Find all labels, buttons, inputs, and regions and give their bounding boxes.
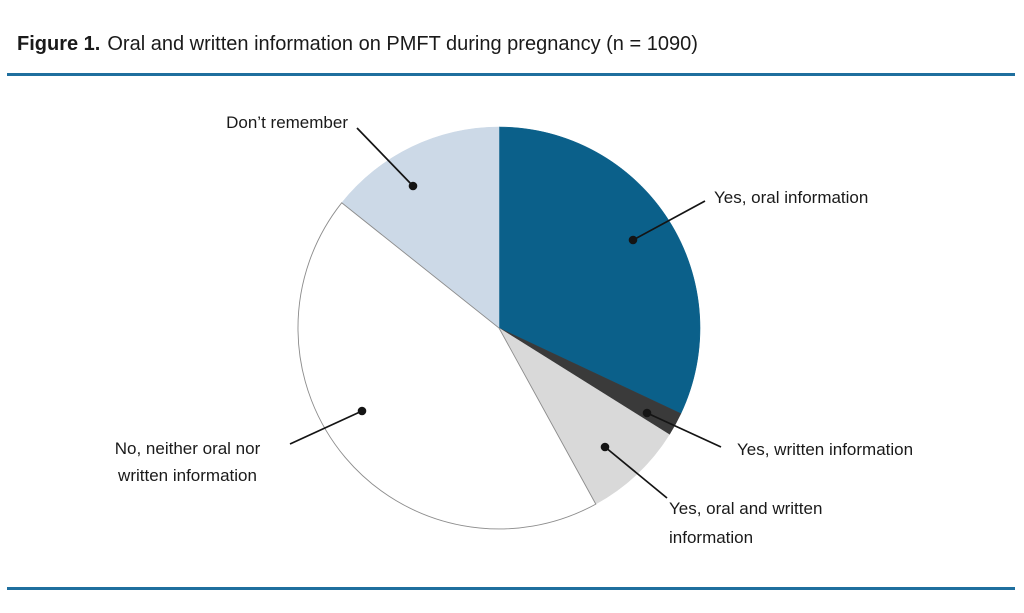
figure-number-label: Figure 1. bbox=[17, 33, 101, 55]
callout-dot-yes-oral-written bbox=[600, 442, 610, 452]
callout-dot-yes-oral bbox=[628, 235, 638, 245]
pie-slice-3 bbox=[297, 202, 596, 529]
leader-line-yes-written bbox=[646, 412, 722, 448]
figure-caption: Oral and written information on PMFT dur… bbox=[107, 33, 698, 55]
callout-yes-oral-label: Yes, oral information bbox=[714, 188, 869, 207]
leader-line-dont-remember bbox=[356, 127, 414, 187]
top-rule bbox=[7, 73, 1015, 76]
callout-no-neither-label: No, neither oral nor written information bbox=[114, 439, 261, 485]
callout-yes-written-label: Yes, written information bbox=[737, 440, 914, 459]
leader-line-yes-oral-written bbox=[604, 446, 668, 499]
bottom-rule bbox=[7, 587, 1015, 590]
callout-yes-oral-written-label: Yes, oral and written information bbox=[669, 499, 823, 547]
pie-slices-group bbox=[297, 126, 701, 530]
leader-lines-group bbox=[289, 127, 722, 499]
pie-slice-4 bbox=[341, 126, 500, 329]
leader-line-yes-oral bbox=[632, 200, 706, 241]
pie-slice-outline-3 bbox=[297, 202, 597, 530]
callout-dot-no-neither bbox=[357, 406, 367, 416]
leader-line-no-neither bbox=[289, 410, 363, 445]
callout-dot-yes-written bbox=[642, 408, 652, 418]
callout-dot-dont-remember bbox=[408, 181, 418, 191]
figure-title: Figure 1. Oral and written information on… bbox=[17, 30, 698, 58]
callout-dont-remember-label: Don’t remember bbox=[226, 113, 348, 132]
